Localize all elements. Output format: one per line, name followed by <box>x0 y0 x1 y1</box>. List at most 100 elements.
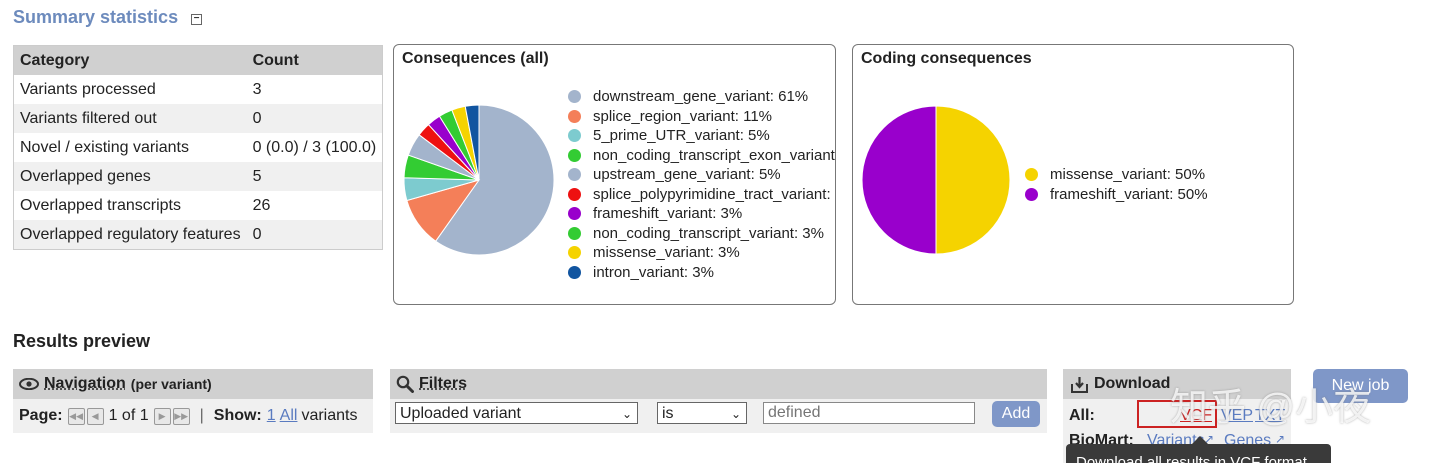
legend-item: intron_variant: 3% <box>568 263 835 283</box>
eye-icon <box>19 378 39 390</box>
legend-swatch <box>568 265 581 279</box>
category-cell: Overlapped transcripts <box>14 191 247 220</box>
legend-label: splice_polypyrimidine_tract_variant: <box>593 185 831 203</box>
consequences-all-pie <box>403 104 555 256</box>
count-cell: 0 <box>246 220 383 249</box>
table-row: Variants filtered out 0 <box>14 104 383 133</box>
consequences-all-panel: Consequences (all) downstream_gene_varia… <box>393 44 836 305</box>
legend-label: non_coding_transcript_exon_variant <box>593 146 835 164</box>
table-row: Overlapped regulatory features 0 <box>14 220 383 249</box>
results-preview-title: Results preview <box>13 331 151 351</box>
category-cell: Novel / existing variants <box>14 133 247 162</box>
table-header-row: Category Count <box>14 46 383 75</box>
table-row: Novel / existing variants 0 (0.0) / 3 (1… <box>14 133 383 162</box>
navigation-header: Navigation (per variant) <box>13 369 373 399</box>
search-icon <box>396 375 414 393</box>
navigation-sub: (per variant) <box>130 376 212 392</box>
navigation-label: Navigation <box>44 375 126 392</box>
legend-swatch <box>568 207 581 221</box>
show-suffix: variants <box>301 407 358 424</box>
legend-swatch <box>568 148 581 162</box>
legend-item: frameshift_variant: 3% <box>568 204 835 224</box>
filter-operator-select[interactable]: is ⌄ <box>657 402 747 424</box>
pie-slice-downstream-gene-variant <box>434 104 555 256</box>
consequences-all-legend: downstream_gene_variant: 61% splice_regio… <box>568 87 835 282</box>
page-label: Page: <box>19 407 63 424</box>
chevron-down-icon: ⌄ <box>730 407 741 421</box>
filter-value-input[interactable] <box>763 402 975 424</box>
next-page-icon[interactable]: ▶ <box>153 407 171 425</box>
legend-swatch <box>568 246 581 260</box>
filter-field-select[interactable]: Uploaded variant ⌄ <box>395 402 638 424</box>
legend-swatch <box>1025 168 1038 182</box>
legend-item: 5_prime_UTR_variant: 5% <box>568 126 835 146</box>
coding-consequences-pie <box>861 105 1011 255</box>
legend-item: upstream_gene_variant: 5% <box>568 165 835 185</box>
pie-slice-frameshift-variant <box>861 105 937 255</box>
coding-consequences-legend: missense_variant: 50% frameshift_variant:… <box>1025 165 1208 204</box>
summary-title: Summary statistics − <box>13 7 203 28</box>
filter-operator-value: is <box>662 405 674 422</box>
coding-consequences-title: Coding consequences <box>861 50 1032 67</box>
legend-label: upstream_gene_variant: 5% <box>593 166 781 184</box>
add-filter-button[interactable]: Add <box>992 401 1040 427</box>
legend-item: splice_region_variant: 11% <box>568 107 835 127</box>
external-link-icon: ↗ <box>1275 432 1286 446</box>
legend-item: downstream_gene_variant: 61% <box>568 87 835 107</box>
category-cell: Variants filtered out <box>14 104 247 133</box>
legend-item: missense_variant: 50% <box>1025 165 1208 185</box>
pie-slice-missense-variant <box>935 105 1011 255</box>
download-icon <box>1071 376 1088 393</box>
filters-header: Filters <box>390 369 1047 399</box>
legend-label: missense_variant: 3% <box>593 244 740 262</box>
external-link-icon: ↗ <box>1204 432 1215 446</box>
coding-consequences-panel: Coding consequences missense_variant: 50… <box>852 44 1294 305</box>
separator: | <box>199 407 204 424</box>
category-cell: Variants processed <box>14 75 247 104</box>
summary-stats-table: Category Count Variants processed 3 Vari… <box>13 45 384 250</box>
legend-label: downstream_gene_variant: 61% <box>593 88 809 106</box>
filters-controls: Uploaded variant ⌄ is ⌄ Add <box>390 399 1047 433</box>
new-job-button[interactable]: New job <box>1313 369 1408 403</box>
txt-download-link[interactable]: TXT <box>1255 407 1286 424</box>
legend-swatch <box>568 90 581 104</box>
legend-item: non_coding_transcript_variant: 3% <box>568 224 835 244</box>
consequences-all-title: Consequences (all) <box>402 50 549 67</box>
last-page-icon[interactable]: ▶▶ <box>172 407 190 425</box>
vcf-download-link[interactable]: VCF <box>1180 407 1212 424</box>
page-of-text: 1 of 1 <box>108 407 149 424</box>
legend-label: splice_region_variant: 11% <box>593 107 772 125</box>
count-cell: 3 <box>246 75 383 104</box>
vcf-highlight-box <box>1137 400 1217 428</box>
legend-label: intron_variant: 3% <box>593 263 714 281</box>
vep-download-link[interactable]: VEP <box>1221 407 1254 424</box>
legend-label: missense_variant: 50% <box>1050 166 1206 184</box>
filter-field-value: Uploaded variant <box>400 405 521 422</box>
filters-box: Filters Uploaded variant ⌄ is ⌄ Add <box>390 369 1047 433</box>
navigation-controls: Page: ◀◀ ◀ 1 of 1 ▶ ▶▶ | Show: 1 All var… <box>13 399 373 433</box>
column-header-count: Count <box>246 46 383 75</box>
legend-swatch <box>568 109 581 123</box>
legend-item: missense_variant: 3% <box>568 243 835 263</box>
show-one-link[interactable]: 1 <box>266 407 276 424</box>
summary-title-text: Summary statistics <box>13 7 179 27</box>
count-cell: 26 <box>246 191 383 220</box>
legend-swatch <box>568 168 581 182</box>
legend-item: splice_polypyrimidine_tract_variant: <box>568 185 835 205</box>
legend-item: frameshift_variant: 50% <box>1025 185 1208 205</box>
category-cell: Overlapped regulatory features <box>14 220 247 249</box>
tooltip-arrow <box>1192 436 1208 444</box>
navigation-box: Navigation (per variant) Page: ◀◀ ◀ 1 of… <box>13 369 373 433</box>
table-row: Variants processed 3 <box>14 75 383 104</box>
first-page-icon[interactable]: ◀◀ <box>67 407 85 425</box>
legend-swatch <box>568 187 581 201</box>
count-cell: 0 <box>246 104 383 133</box>
collapse-toggle-icon[interactable]: − <box>191 14 203 25</box>
chevron-down-icon: ⌄ <box>621 407 632 421</box>
download-label: Download <box>1094 375 1171 392</box>
show-all-link[interactable]: All <box>279 407 298 424</box>
vcf-tooltip: Download all results in VCF format <box>1066 444 1331 463</box>
legend-label: non_coding_transcript_variant: 3% <box>593 224 824 242</box>
prev-page-icon[interactable]: ◀ <box>86 407 104 425</box>
legend-swatch <box>568 129 581 143</box>
